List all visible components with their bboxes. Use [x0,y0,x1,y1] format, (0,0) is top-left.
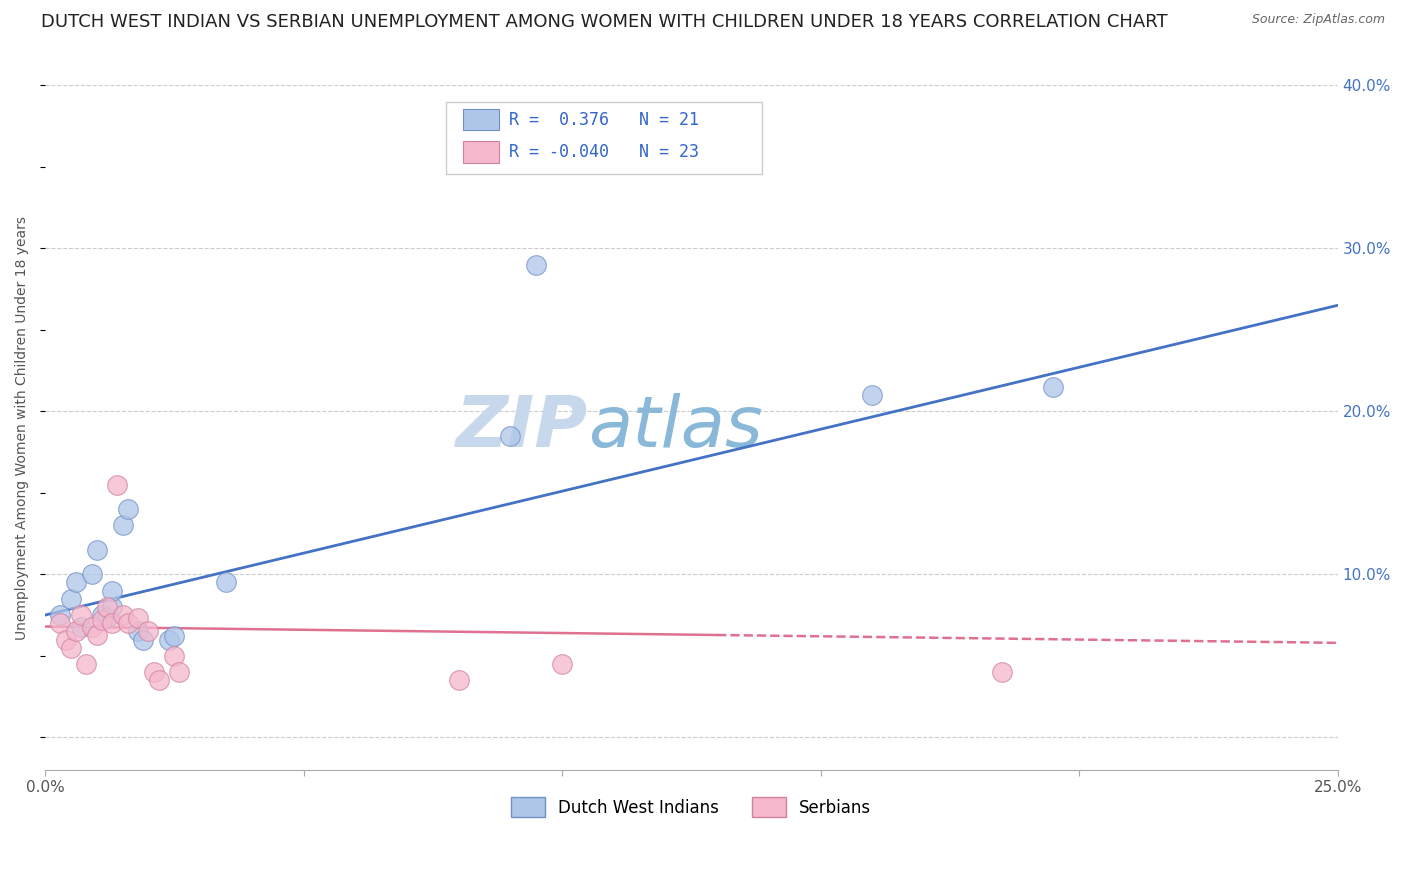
Point [80,619,103,633]
Point [447,673,470,688]
FancyBboxPatch shape [446,103,762,174]
FancyBboxPatch shape [463,109,499,130]
Point [96,611,118,625]
Text: R =  0.376   N = 21: R = 0.376 N = 21 [509,111,699,128]
Point [86,542,108,557]
Point [90,608,112,623]
Text: R = -0.040   N = 23: R = -0.040 N = 23 [509,143,699,161]
Point [55,632,77,647]
Point [49,608,72,623]
Point [65,575,87,590]
Point [80,567,103,582]
Point [163,629,186,643]
Point [524,258,547,272]
Point [157,632,180,647]
Point [86,628,108,642]
Point [169,665,191,680]
Point [49,616,72,631]
Point [132,632,155,647]
Point [59,591,82,606]
Point [138,624,160,639]
Point [551,657,574,671]
Point [142,665,165,680]
Point [990,665,1012,680]
Point [101,599,124,614]
Point [148,673,170,688]
Point [96,599,118,614]
Point [111,518,134,533]
Point [860,388,883,402]
Point [65,624,87,639]
Point [1042,380,1064,394]
Point [70,608,93,623]
Point [105,477,128,491]
Point [117,616,139,631]
Point [101,583,124,598]
Point [215,575,238,590]
Point [499,429,522,443]
Point [117,502,139,516]
Text: Source: ZipAtlas.com: Source: ZipAtlas.com [1251,13,1385,27]
Point [111,608,134,623]
Text: DUTCH WEST INDIAN VS SERBIAN UNEMPLOYMENT AMONG WOMEN WITH CHILDREN UNDER 18 YEA: DUTCH WEST INDIAN VS SERBIAN UNEMPLOYMEN… [41,13,1168,31]
Point [59,640,82,655]
Point [163,648,186,663]
FancyBboxPatch shape [463,141,499,163]
Point [101,616,124,631]
Y-axis label: Unemployment Among Women with Children Under 18 years: Unemployment Among Women with Children U… [15,216,30,640]
Legend: Dutch West Indians, Serbians: Dutch West Indians, Serbians [505,790,877,823]
Point [127,624,149,639]
Text: atlas: atlas [588,393,762,462]
Point [70,619,93,633]
Point [75,657,97,671]
Point [90,613,112,627]
Text: ZIP: ZIP [456,393,588,462]
Point [127,611,149,625]
